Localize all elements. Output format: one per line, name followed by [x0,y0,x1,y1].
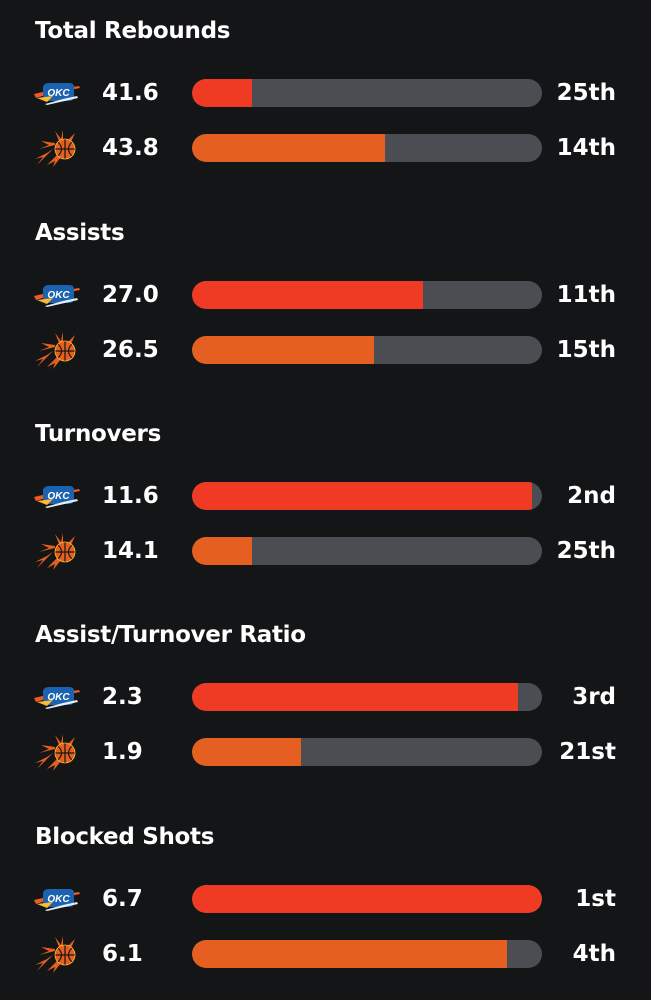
league-rank: 21st [559,739,616,765]
phoenix-suns-logo-icon [33,532,83,570]
stat-row-phx: 26.5 15th [0,332,651,369]
stat-row-phx: 1.9 21st [0,734,651,771]
comparison-bar-track [192,885,542,913]
stat-row-okc: OKC 27.0 11th [0,280,651,310]
stat-value: 11.6 [102,483,159,509]
stat-section-total-rebounds: Total Rebounds OKC 41.6 25th 43.8 14th [0,0,651,190]
league-rank: 15th [556,337,616,363]
comparison-bar-fill [192,482,532,510]
stat-row-okc: OKC 6.7 1st [0,884,651,914]
league-rank: 25th [556,538,616,564]
comparison-bar-fill [192,738,301,766]
phoenix-suns-logo-icon [33,331,83,369]
comparison-bar-track [192,336,542,364]
league-rank: 25th [556,80,616,106]
comparison-bar-fill [192,336,374,364]
stat-section-assists: Assists OKC 27.0 11th 26.5 15th [0,202,651,392]
league-rank: 2nd [567,483,616,509]
stat-section-blocked-shots: Blocked Shots OKC 6.7 1st 6.1 4th [0,806,651,996]
comparison-bar-fill [192,537,252,565]
comparison-bar-track [192,482,542,510]
stat-row-phx: 6.1 4th [0,936,651,973]
svg-text:OKC: OKC [47,894,70,905]
comparison-bar-fill [192,683,518,711]
section-title: Turnovers [35,421,161,447]
league-rank: 3rd [572,684,616,710]
stat-row-okc: OKC 2.3 3rd [0,682,651,712]
comparison-bar-track [192,537,542,565]
comparison-bar-track [192,738,542,766]
comparison-bar-fill [192,940,507,968]
stat-value: 2.3 [102,684,143,710]
comparison-bar-track [192,683,542,711]
stat-section-assist-turnover-ratio: Assist/Turnover Ratio OKC 2.3 3rd 1.9 21… [0,604,651,794]
league-rank: 1st [575,886,616,912]
section-title: Total Rebounds [35,18,231,44]
stat-value: 6.1 [102,941,143,967]
phoenix-suns-logo-icon [33,733,83,771]
phoenix-suns-logo-icon [33,129,83,167]
stat-value: 26.5 [102,337,159,363]
comparison-bar-track [192,940,542,968]
stat-value: 14.1 [102,538,159,564]
stat-value: 6.7 [102,886,143,912]
section-title: Assist/Turnover Ratio [35,622,306,648]
okc-thunder-logo-icon: OKC [33,477,83,515]
stat-section-turnovers: Turnovers OKC 11.6 2nd 14.1 25th [0,403,651,593]
stat-row-phx: 14.1 25th [0,533,651,570]
svg-text:OKC: OKC [47,290,70,301]
comparison-bar-track [192,79,542,107]
stat-row-phx: 43.8 14th [0,130,651,167]
league-rank: 14th [556,135,616,161]
okc-thunder-logo-icon: OKC [33,880,83,918]
comparison-bar-fill [192,79,252,107]
comparison-bar-track [192,281,542,309]
svg-text:OKC: OKC [47,88,70,99]
comparison-bar-fill [192,281,423,309]
section-title: Blocked Shots [35,824,215,850]
comparison-bar-track [192,134,542,162]
okc-thunder-logo-icon: OKC [33,276,83,314]
svg-text:OKC: OKC [47,692,70,703]
phoenix-suns-logo-icon [33,935,83,973]
okc-thunder-logo-icon: OKC [33,678,83,716]
stat-value: 1.9 [102,739,143,765]
stat-value: 27.0 [102,282,159,308]
section-title: Assists [35,220,125,246]
league-rank: 4th [572,941,616,967]
comparison-bar-fill [192,885,542,913]
stat-value: 41.6 [102,80,159,106]
stat-row-okc: OKC 11.6 2nd [0,481,651,511]
svg-text:OKC: OKC [47,491,70,502]
stat-value: 43.8 [102,135,159,161]
league-rank: 11th [556,282,616,308]
comparison-bar-fill [192,134,385,162]
stat-row-okc: OKC 41.6 25th [0,78,651,108]
okc-thunder-logo-icon: OKC [33,74,83,112]
